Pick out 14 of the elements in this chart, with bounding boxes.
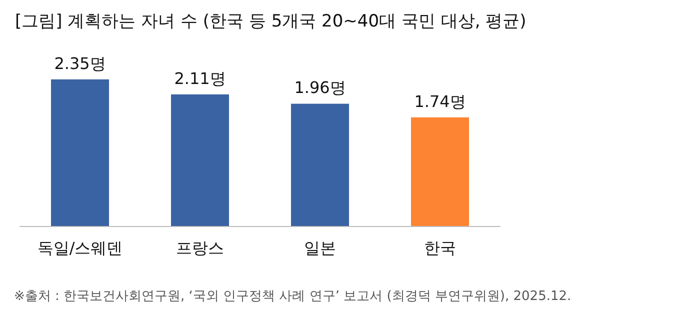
text: ※출처 : 한국보건사회연구원, ‘국외 인구정책 사례 연구’ 보고서 (최경덕 부연구위원), 2025.12. (14, 289, 572, 304)
bar (171, 94, 229, 226)
x-tick-label: 한국 (424, 238, 456, 258)
x-tick-label: 독일/스웨덴 (37, 238, 123, 258)
bar (291, 104, 349, 226)
data-label: 1.96명 (294, 78, 346, 98)
bar (51, 79, 109, 226)
data-label: 2.35명 (54, 54, 106, 73)
data-label: 1.74명 (414, 92, 466, 111)
chart-title: [그림] 계획하는 자녀 수 (한국 등 5개국 20~40대 국민 대상, 평균) (15, 12, 526, 32)
x-tick-label: 프랑스 (176, 238, 224, 258)
data-label: 2.11명 (174, 68, 226, 88)
bar (411, 117, 469, 226)
x-tick-label: 일본 (304, 238, 336, 258)
